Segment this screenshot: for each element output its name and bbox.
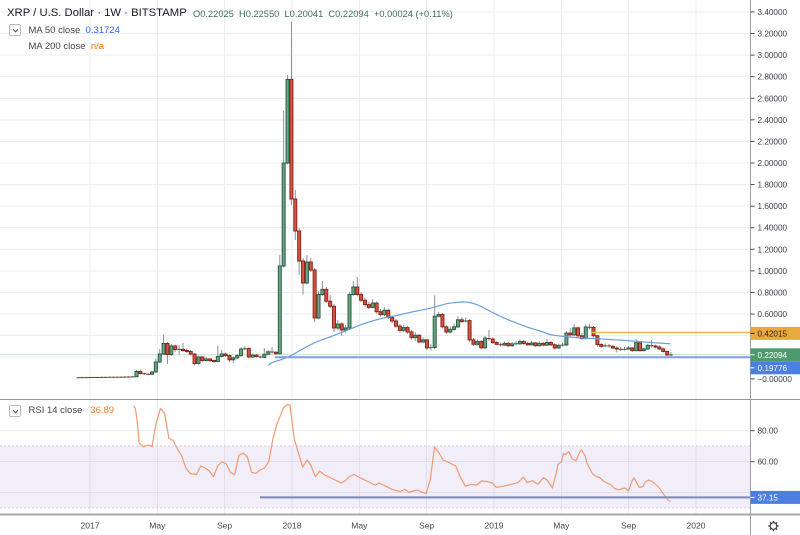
svg-text:May: May	[553, 521, 570, 531]
svg-text:1.20000: 1.20000	[758, 245, 788, 254]
svg-text:May: May	[351, 521, 368, 531]
svg-text:2.00000: 2.00000	[758, 159, 788, 168]
svg-text:May: May	[149, 521, 166, 531]
svg-text:1.80000: 1.80000	[758, 181, 788, 190]
svg-text:2.80000: 2.80000	[758, 73, 788, 82]
svg-text:3.00000: 3.00000	[758, 51, 788, 60]
svg-text:60.00: 60.00	[758, 458, 779, 467]
svg-text:0.22094: 0.22094	[758, 351, 788, 360]
svg-text:3.20000: 3.20000	[758, 30, 788, 39]
svg-text:2020: 2020	[687, 521, 706, 531]
svg-text:1.60000: 1.60000	[758, 202, 788, 211]
svg-text:2.40000: 2.40000	[758, 116, 788, 125]
svg-text:0.60000: 0.60000	[758, 310, 788, 319]
svg-text:Sep: Sep	[217, 521, 232, 531]
svg-text:0.80000: 0.80000	[758, 288, 788, 297]
svg-text:2017: 2017	[81, 521, 100, 531]
svg-text:Sep: Sep	[621, 521, 636, 531]
svg-text:2.20000: 2.20000	[758, 137, 788, 146]
svg-text:−0.00000: −0.00000	[758, 375, 793, 384]
svg-text:1.40000: 1.40000	[758, 224, 788, 233]
svg-text:0.42015: 0.42015	[758, 329, 788, 338]
svg-text:2019: 2019	[485, 521, 504, 531]
svg-text:3.40000: 3.40000	[758, 8, 788, 17]
svg-text:0.19776: 0.19776	[758, 364, 788, 373]
svg-text:1.00000: 1.00000	[758, 267, 788, 276]
svg-text:37.15: 37.15	[758, 493, 779, 502]
svg-text:Sep: Sep	[419, 521, 434, 531]
svg-text:2018: 2018	[283, 521, 302, 531]
svg-text:2.60000: 2.60000	[758, 94, 788, 103]
svg-text:80.00: 80.00	[758, 427, 779, 436]
